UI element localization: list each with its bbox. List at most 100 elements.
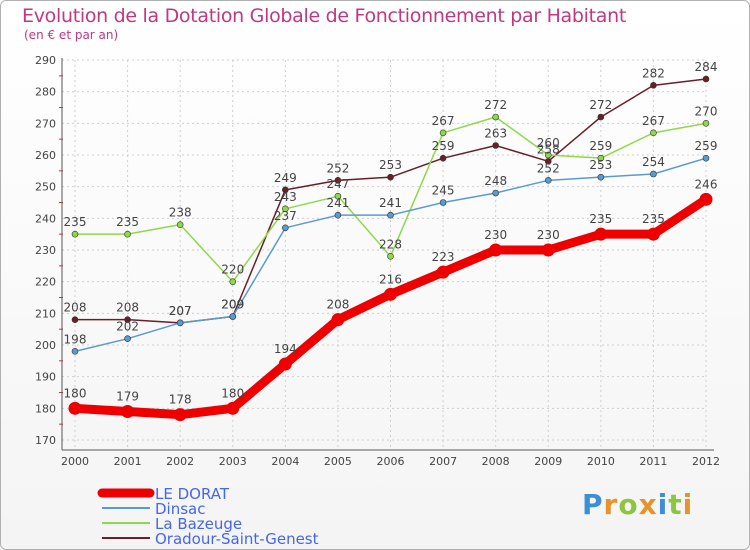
data-label-dinsac: 248 [484,174,507,188]
data-label-le-dorat: 235 [642,212,665,226]
data-point-oradour-saint-genest [334,177,342,184]
data-label-le-dorat: 246 [695,177,718,191]
series-lines [68,75,713,422]
data-label-dinsac: 237 [274,209,297,223]
data-label-oradour-saint-genest: 208 [116,301,139,315]
data-label-dinsac: 202 [116,320,139,334]
data-point-la-bazeuge [492,113,499,121]
legend-label: Dinsac [155,500,205,518]
y-tick-label-230: 230 [35,244,56,257]
data-label-oradour-saint-genest: 284 [695,60,718,74]
y-tick-label-280: 280 [35,86,56,99]
data-point-la-bazeuge [544,151,552,159]
data-label-la-bazeuge: 228 [379,237,402,251]
data-labels: 208 208 207 209 249 252 253 259 263 258 272 282 284 2… [64,60,718,407]
data-point-oradour-saint-genest [492,142,499,149]
data-point-la-bazeuge [439,129,447,137]
x-tick-label-2002: 2002 [166,455,194,468]
data-label-le-dorat: 216 [379,272,402,286]
data-label-oradour-saint-genest: 259 [432,139,455,153]
data-point-le-dorat [226,401,240,415]
x-tick-label-2005: 2005 [324,455,352,468]
data-point-le-dorat [278,357,292,371]
data-label-oradour-saint-genest: 282 [642,66,665,80]
data-label-le-dorat: 223 [432,250,455,264]
data-point-le-dorat [541,243,555,257]
data-label-la-bazeuge: 270 [695,104,718,118]
data-label-oradour-saint-genest: 272 [589,98,612,112]
legend-label: Oradour-Saint-Genest [155,530,319,548]
axes: 170 180 190 200 210 220 230 240 250 260 270 280 290 2… [35,54,720,468]
legend-label: LE DORAT [155,485,230,503]
data-label-dinsac: 209 [221,298,244,312]
data-point-dinsac [124,335,131,342]
logo-letter: i [657,488,669,521]
data-label-dinsac: 259 [695,139,718,153]
logo-letter: r [603,488,619,521]
x-tick-label-2001: 2001 [114,455,142,468]
logo-letter: o [618,488,639,521]
data-label-dinsac: 245 [432,184,455,198]
y-tick-label-220: 220 [35,276,56,289]
chart-subtitle: (en € et par an) [24,28,119,42]
data-label-le-dorat: 208 [326,298,349,312]
data-label-dinsac: 254 [642,155,665,169]
data-point-la-bazeuge [702,120,710,127]
data-label-le-dorat: 179 [116,390,139,404]
data-point-la-bazeuge [387,253,394,260]
y-tick-label-190: 190 [35,371,56,384]
y-tick-label-240: 240 [35,212,56,225]
x-tick-label-2008: 2008 [482,455,510,468]
data-label-dinsac: 241 [379,196,402,210]
x-tick-label-2006: 2006 [377,455,405,468]
data-label-dinsac: 253 [589,158,612,172]
data-point-la-bazeuge [334,192,342,200]
data-point-la-bazeuge [282,205,289,213]
data-label-dinsac: 241 [326,196,349,210]
x-tick-label-2007: 2007 [429,455,457,468]
data-point-oradour-saint-genest [544,158,552,165]
data-point-dinsac [334,211,342,219]
data-label-oradour-saint-genest: 258 [537,142,560,156]
x-tick-label-2003: 2003 [219,455,247,468]
y-tick-label-200: 200 [35,339,56,352]
grid-lines [62,59,707,450]
logo-letter: P [582,488,604,521]
data-label-oradour-saint-genest: 252 [326,161,349,175]
data-point-dinsac [544,177,552,184]
data-point-le-dorat [646,227,660,241]
data-point-oradour-saint-genest [282,186,289,194]
data-label-la-bazeuge: 243 [274,190,297,204]
data-point-dinsac [387,211,394,219]
x-tick-label-2010: 2010 [587,455,615,468]
logo-letter: x [638,488,658,521]
data-point-la-bazeuge [176,221,184,228]
data-label-dinsac: 198 [64,332,87,346]
y-tick-label-290: 290 [35,54,56,67]
data-point-la-bazeuge [124,230,131,238]
data-point-oradour-saint-genest [124,316,131,323]
y-tick-label-260: 260 [35,149,56,162]
data-point-le-dorat [68,401,82,415]
data-point-dinsac [650,170,657,178]
data-point-la-bazeuge [71,230,79,238]
x-tick-label-2012: 2012 [692,455,720,468]
data-point-dinsac [282,224,289,232]
data-label-le-dorat: 180 [64,386,87,400]
x-tick-label-2004: 2004 [271,455,299,468]
data-label-la-bazeuge: 235 [116,215,139,229]
data-label-oradour-saint-genest: 263 [484,127,507,141]
data-point-oradour-saint-genest [439,154,447,162]
data-point-dinsac [71,348,79,355]
data-point-la-bazeuge [229,278,237,285]
legend-label: La Bazeuge [155,515,242,533]
data-label-le-dorat: 230 [484,228,507,242]
data-point-dinsac [229,313,237,320]
data-label-le-dorat: 194 [274,342,297,356]
data-label-le-dorat: 180 [221,386,244,400]
logo-letter: i [682,488,694,521]
data-point-le-dorat [699,192,713,206]
